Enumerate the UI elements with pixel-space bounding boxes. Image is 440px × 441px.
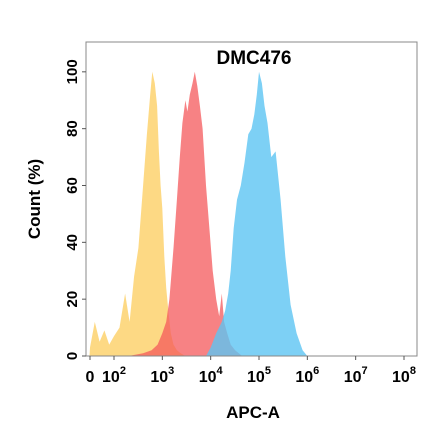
y-axis-label: Count (%) <box>25 159 44 239</box>
histogram-series-2 <box>128 71 243 357</box>
y-tick-label: 100 <box>64 59 81 84</box>
x-tick-label: 102 <box>102 365 126 386</box>
histogram-series-3 <box>206 71 308 357</box>
x-tick-label: 105 <box>247 365 271 386</box>
x-axis-ticks: 0 102 103 104 105 106 107 108 <box>86 356 416 386</box>
chart-title: DMC476 <box>217 48 292 69</box>
x-tick-label: 104 <box>199 365 224 386</box>
y-tick-label: 60 <box>64 177 81 194</box>
x-axis-label: APC-A <box>226 403 280 422</box>
y-tick-label: 80 <box>64 120 81 137</box>
x-tick-label: 107 <box>344 365 368 386</box>
series-layer <box>89 71 308 357</box>
y-axis-ticks: 0 20 40 60 80 100 <box>64 59 86 360</box>
y-tick-label: 0 <box>64 352 81 360</box>
x-tick-label: 103 <box>150 365 174 386</box>
y-tick-label: 20 <box>64 291 81 308</box>
y-tick-label: 40 <box>64 234 81 251</box>
x-tick-label: 106 <box>295 365 319 386</box>
x-tick-label: 108 <box>392 365 416 386</box>
histogram-series-1 <box>89 71 186 357</box>
x-tick-label: 0 <box>86 369 95 386</box>
plot-frame <box>85 41 418 357</box>
